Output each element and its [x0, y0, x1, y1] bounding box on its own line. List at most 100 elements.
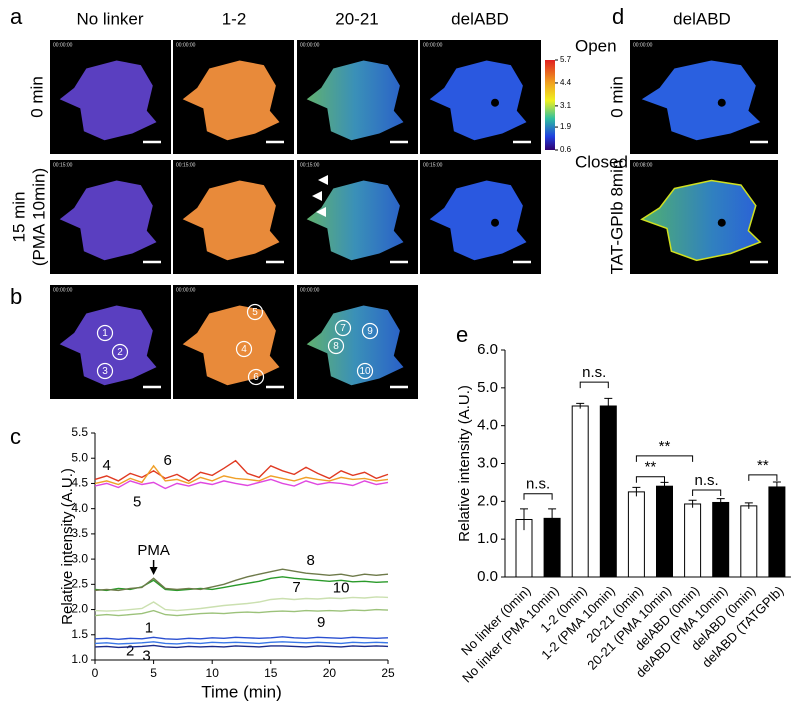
cell	[306, 60, 404, 141]
bar	[712, 501, 730, 578]
significance-label: **	[645, 459, 657, 476]
bar	[627, 491, 645, 578]
significance-bracket	[748, 474, 778, 481]
annotation-arrowhead	[149, 567, 158, 575]
error-bar	[548, 508, 557, 528]
x-tick-label: 20	[323, 666, 337, 680]
roi-circle	[247, 368, 265, 386]
row-label: 0 min	[27, 76, 46, 118]
series-line	[94, 644, 389, 649]
x-tick-label: 0	[92, 666, 99, 680]
bar	[656, 485, 673, 578]
series-line	[94, 608, 389, 617]
series-label: 4	[103, 457, 111, 474]
cell	[641, 60, 761, 141]
cell-hole	[491, 218, 500, 227]
timestamp: 00:15:00	[176, 162, 196, 168]
series-label: 8	[306, 552, 314, 569]
timestamp: 00:00:00	[423, 42, 443, 48]
cell	[306, 180, 404, 261]
significance-label: n.s.	[695, 472, 719, 489]
column-header: delABD	[451, 9, 509, 28]
y-tick-label: 1.0	[477, 530, 498, 547]
colorbar-tick-label: 3.1	[560, 101, 572, 110]
cell	[59, 60, 157, 141]
panel-letter: d	[612, 4, 624, 29]
roi-circle	[96, 324, 114, 342]
column-header: 1-2	[222, 9, 247, 28]
timestamp: 00:00:00	[300, 287, 320, 293]
y-tick-label: 3.0	[71, 551, 88, 565]
error-bar	[604, 397, 613, 414]
timestamp: 00:00:00	[53, 287, 73, 293]
timestamp: 00:15:00	[423, 162, 443, 168]
roi-label: 10	[359, 366, 371, 377]
series-line	[94, 478, 389, 490]
significance-bracket	[692, 489, 722, 496]
timestamp: 00:15:00	[53, 162, 73, 168]
timestamp: 00:00:00	[176, 287, 196, 293]
significance-label: **	[659, 438, 671, 455]
y-tick-label: 3.5	[71, 526, 88, 540]
y-axis-label: Relative intensity (A.U.)	[59, 468, 76, 625]
cell	[429, 180, 527, 261]
timestamp: 00:00:00	[176, 42, 196, 48]
row-label: 15 min	[9, 191, 28, 242]
error-bar	[632, 486, 641, 497]
cell-hole	[717, 98, 726, 107]
series-line	[94, 636, 389, 641]
y-tick-label: 0.0	[477, 568, 498, 585]
series-label: 9	[317, 614, 325, 631]
series-label: 5	[133, 493, 141, 510]
significance-bracket	[523, 493, 553, 500]
y-tick-label: 2.0	[71, 602, 88, 616]
significance-label: n.s.	[526, 476, 550, 493]
roi-label: 6	[253, 372, 259, 383]
y-tick-label: 6.0	[477, 341, 498, 358]
roi-circle	[111, 343, 129, 361]
panel-letter: a	[10, 4, 23, 29]
colorbar-top-label: Open	[575, 36, 617, 55]
y-axis-label: Relative intensity (A.U.)	[456, 385, 473, 542]
series-label: 1	[145, 619, 153, 636]
roi-label: 8	[333, 341, 339, 352]
roi-label: 7	[340, 323, 346, 334]
timestamp: 00:08:00	[633, 162, 653, 168]
significance-bracket	[635, 476, 665, 483]
panel-letter: b	[10, 284, 22, 309]
y-tick-label: 5.0	[71, 450, 88, 464]
x-tick-label: 10	[206, 666, 220, 680]
roi-circle	[235, 340, 253, 358]
roi-circle	[327, 337, 345, 355]
roi-label: 3	[102, 366, 108, 377]
cell	[429, 60, 527, 141]
panel-letter: c	[10, 424, 21, 449]
bar	[571, 405, 589, 578]
colorbar-bottom-label: Closed	[575, 152, 628, 171]
bar	[684, 503, 702, 578]
error-bar	[576, 402, 585, 409]
column-header: No linker	[76, 9, 143, 28]
y-tick-label: 1.0	[71, 652, 88, 666]
roi-label: 1	[102, 328, 108, 339]
timestamp: 00:15:00	[300, 162, 320, 168]
colorbar-tick-label: 0.6	[560, 145, 572, 154]
cell	[182, 305, 280, 386]
series-label: 2	[126, 642, 134, 659]
bar	[768, 486, 786, 578]
series-label: 7	[292, 579, 300, 596]
series-line	[94, 596, 389, 612]
colorbar-tick-label: 5.7	[560, 55, 572, 64]
y-tick-label: 2.5	[71, 577, 88, 591]
row-label: (PMA 10min)	[29, 168, 48, 266]
y-tick-label: 2.0	[477, 492, 498, 509]
cell	[59, 180, 157, 261]
y-tick-label: 4.0	[71, 501, 88, 515]
x-axis-label: Time (min)	[201, 682, 282, 701]
row-label: 0 min	[607, 76, 626, 118]
cell	[182, 60, 280, 141]
roi-label: 9	[367, 326, 373, 337]
colorbar-tick-label: 1.9	[560, 122, 572, 131]
cell	[640, 179, 762, 262]
series-line	[94, 568, 389, 592]
